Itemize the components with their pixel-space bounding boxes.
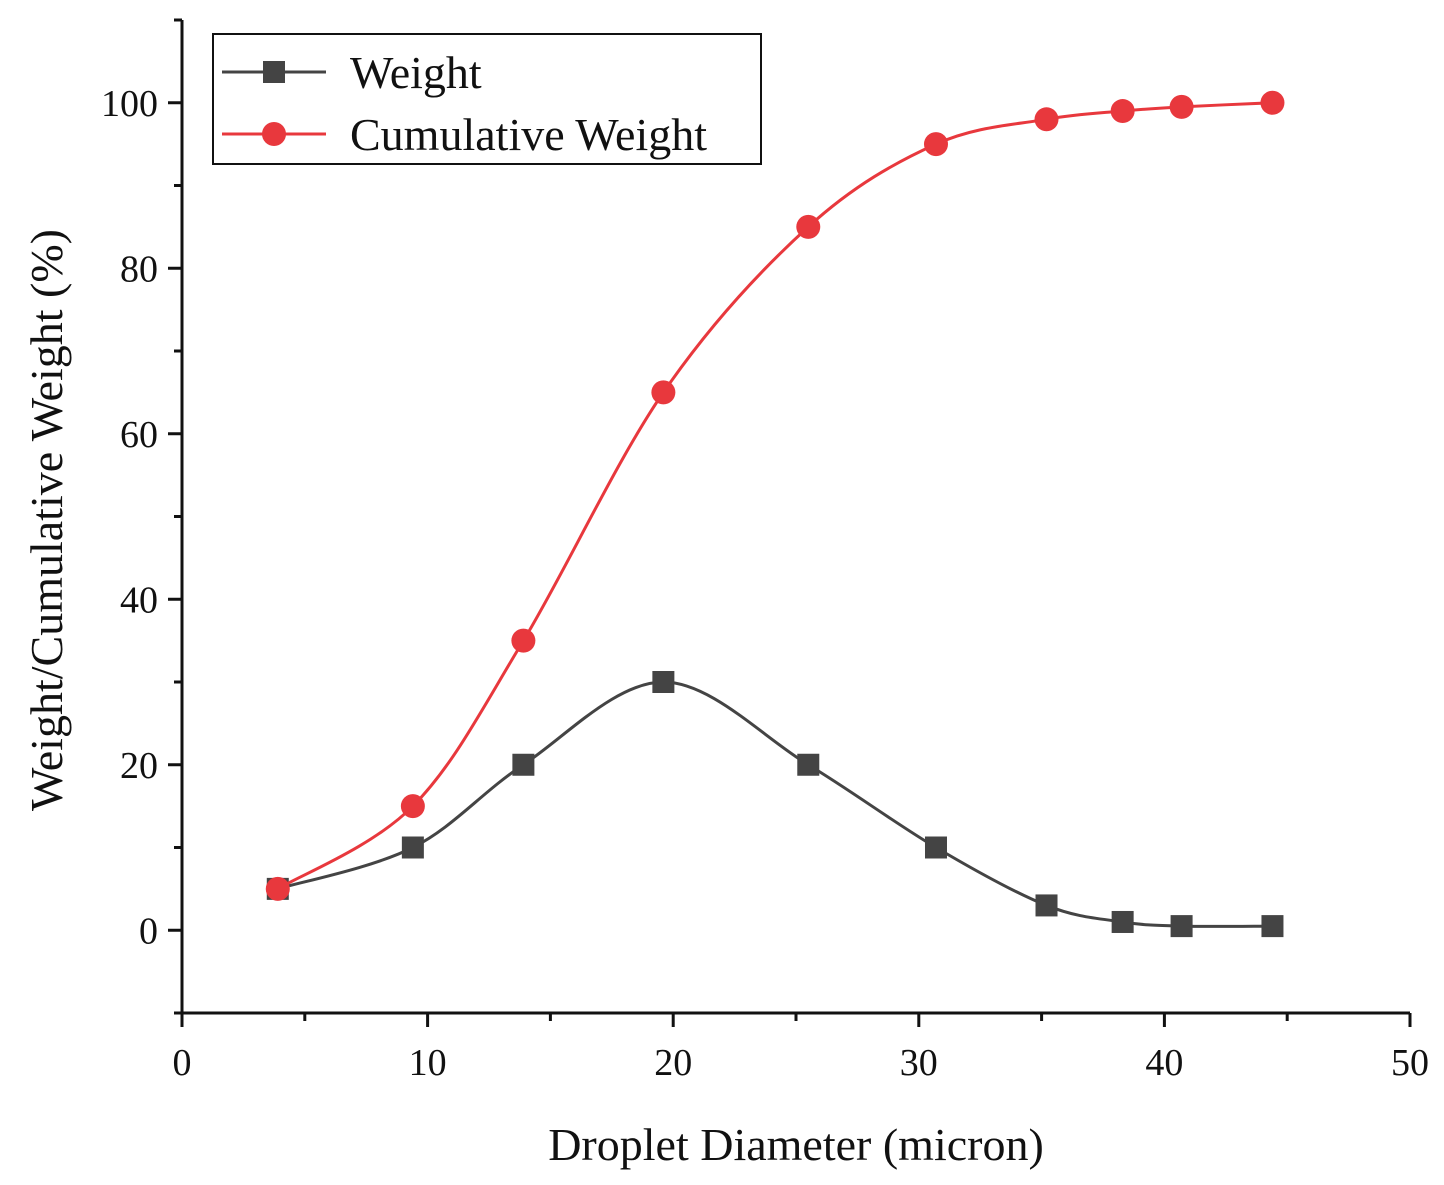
cumulative-weight-point <box>796 214 821 239</box>
weight-point <box>1111 910 1134 933</box>
x-axis-title: Droplet Diameter (micron) <box>548 1119 1044 1170</box>
weight-point <box>1170 915 1193 938</box>
cumulative-weight-point <box>1110 99 1135 124</box>
legend-label: Cumulative Weight <box>350 109 707 160</box>
legend-marker <box>263 61 285 83</box>
y-tick-label: 80 <box>120 248 158 290</box>
x-tick-label: 0 <box>173 1042 192 1084</box>
weight-point <box>797 753 820 776</box>
cumulative-weight-point <box>651 380 676 405</box>
cumulative-weight-point <box>265 876 290 901</box>
series-line-weight <box>277 680 1273 928</box>
series-layer <box>265 90 1285 938</box>
weight-point <box>512 753 535 776</box>
x-tick-label: 20 <box>654 1042 692 1084</box>
y-tick-label: 20 <box>120 745 158 787</box>
x-tick-label: 10 <box>409 1042 447 1084</box>
y-tick-label: 60 <box>120 414 158 456</box>
y-tick-label: 100 <box>101 83 158 125</box>
y-tick-label: 0 <box>139 910 158 952</box>
cumulative-weight-point <box>923 132 948 157</box>
legend-box <box>212 33 762 165</box>
legend: Weight Cumulative Weight <box>212 33 762 165</box>
legend-marker <box>262 122 286 146</box>
weight-point <box>1261 915 1284 938</box>
axes: 0 10 20 30 40 50 0 20 40 60 80 100 <box>101 18 1429 1084</box>
x-tick-label: 40 <box>1145 1042 1183 1084</box>
cumulative-weight-point <box>1169 94 1194 119</box>
legend-label: Weight <box>350 47 482 98</box>
weight-point <box>1035 894 1058 917</box>
cumulative-weight-point <box>1260 90 1285 115</box>
x-tick-label: 30 <box>900 1042 938 1084</box>
weight-point <box>652 671 675 693</box>
weight-point <box>924 836 947 859</box>
series-cumulative-weight <box>265 90 1285 901</box>
y-tick-label: 40 <box>120 579 158 621</box>
weight-point <box>401 836 424 859</box>
y-axis-title: Weight/Cumulative Weight (%) <box>21 229 72 811</box>
series-weight <box>266 671 1284 938</box>
cumulative-weight-point <box>1034 107 1059 132</box>
x-tick-label: 50 <box>1391 1042 1429 1084</box>
series-line-cumulative-weight <box>277 101 1273 891</box>
cumulative-weight-point <box>511 628 536 653</box>
cumulative-weight-point <box>400 794 425 819</box>
